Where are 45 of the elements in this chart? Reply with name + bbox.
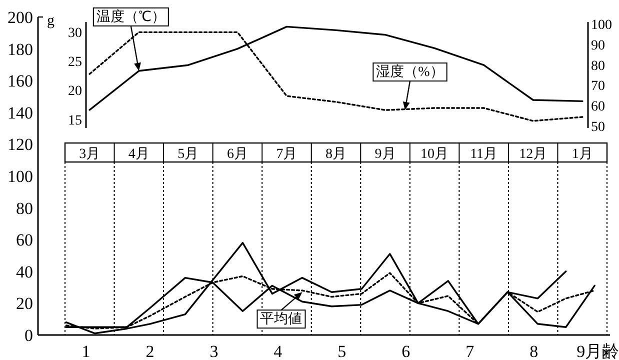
x-tick-label: 6 <box>402 342 410 360</box>
x-tick-label: 1月 <box>572 147 593 162</box>
x-tick-label: 9月 <box>374 147 396 162</box>
y-tick-label: 20 <box>16 294 33 314</box>
y2-tick-label: 90 <box>591 38 605 54</box>
y-tick-label: 0 <box>24 326 33 345</box>
x-tick-label: 10月 <box>420 147 449 162</box>
y-tick-label: 100 <box>8 167 33 186</box>
y2-tick-label: 80 <box>591 58 605 74</box>
y-tick-label: 180 <box>8 40 33 59</box>
y-tick-label: 140 <box>8 103 33 122</box>
x-tick-label: 1 <box>82 342 90 360</box>
x-tick-label: 7月 <box>276 147 298 162</box>
x-tick-label: 6月 <box>226 147 248 162</box>
x-tick-label: 12月 <box>519 147 548 162</box>
y2-tick-label: 100 <box>591 18 612 34</box>
annotation: 平均値 <box>260 311 302 328</box>
annotation: 湿度（%） <box>376 64 444 80</box>
y2-tick-label: 50 <box>591 120 605 135</box>
x-tick-label: 3月 <box>79 147 100 162</box>
x-tick-label: 8月 <box>326 147 346 162</box>
x-tick-label: 2 <box>146 342 154 360</box>
y-tick-label: 20 <box>68 84 82 100</box>
y-axis-title: g <box>47 13 55 29</box>
x-tick-label: 11月 <box>470 147 498 162</box>
y-tick-label: 80 <box>16 198 33 218</box>
x-tick-label: 8 <box>530 342 538 360</box>
y-tick-label: 30 <box>68 26 82 41</box>
y-tick-label: 15 <box>68 113 82 128</box>
y2-tick-label: 70 <box>591 79 605 94</box>
y-tick-label: 160 <box>8 72 33 91</box>
x-tick-label: 4 <box>274 342 283 360</box>
y-tick-label: 60 <box>16 230 33 250</box>
x-tick-label: 5 <box>338 342 346 360</box>
annotation: 温度（℃） <box>96 8 166 25</box>
x-tick-label: 5月 <box>178 147 199 162</box>
x-tick-label: 7 <box>466 342 475 360</box>
y-tick-label: 200 <box>8 8 33 27</box>
x-tick-label: 3 <box>210 342 218 360</box>
x-tick-label: 4月 <box>128 147 150 162</box>
y2-tick-label: 60 <box>591 100 605 115</box>
y-tick-label: 120 <box>8 135 33 154</box>
y-tick-label: 40 <box>16 262 33 282</box>
y-tick-label: 25 <box>68 55 82 70</box>
x-tick-label: 9月齢 <box>576 342 619 360</box>
